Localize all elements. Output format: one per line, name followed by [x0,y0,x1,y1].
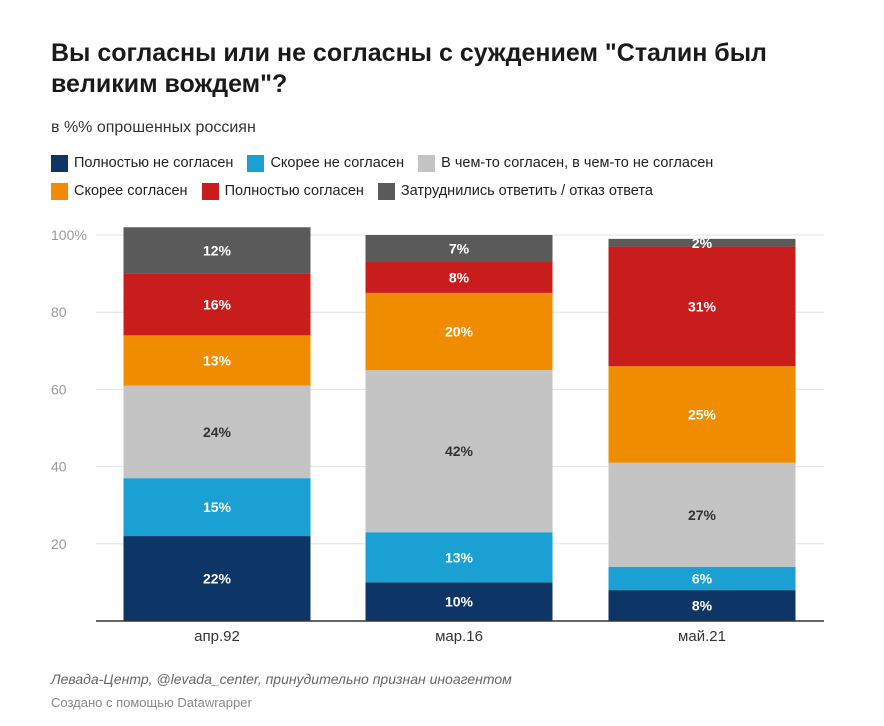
data-label: 15% [203,499,232,515]
data-label: 16% [203,296,232,312]
legend-swatch [377,182,395,200]
data-label: 13% [203,352,232,368]
bar-segment [365,262,553,293]
legend-label: Полностью согласен [224,183,364,199]
y-tick-label: 20 [51,536,67,552]
data-label: 7% [449,241,470,257]
chart-subtitle: в %% опрошенных россиян [51,119,256,136]
data-label: 8% [449,269,470,285]
legend: Полностью не согласен Скорее не согласен В… [51,153,851,209]
bar-segment [608,246,796,367]
bar-segment [123,227,311,274]
bar-segment [365,370,553,533]
data-label: 20% [445,324,474,340]
x-tick-label: апр.92 [194,628,240,645]
legend-item: Полностью согласен [201,182,364,200]
bar-segment [365,235,553,263]
legend-swatch [51,182,68,200]
legend-label: Скорее не согласен [270,155,405,171]
legend-swatch [51,154,68,172]
bar-segment [608,590,796,621]
legend-item: Скорее не согласен [247,154,405,172]
bar-segment [123,273,311,336]
legend-label: В чем-то согласен, в чем-то не согласен [441,155,714,171]
legend-swatch [201,182,219,200]
data-label: 25% [688,406,717,422]
data-label: 8% [692,598,713,614]
bar-segment [608,238,796,247]
source-note: Левада-Центр, @levada_center, принудител… [51,671,512,687]
bar-segment [123,335,311,386]
legend-row: Скорее согласен Полностью согласен Затрудн… [51,181,851,201]
legend-item: Полностью не согласен [51,154,234,172]
legend-label: Скорее согласен [74,183,188,199]
x-tick-label: май.21 [678,628,726,645]
bar-segment [608,462,796,567]
data-label: 10% [445,594,474,610]
data-label: 24% [203,424,232,440]
data-label: 6% [692,571,713,587]
legend-label: Полностью не согласен [74,155,234,171]
bar-segment [123,536,311,621]
y-tick-label: 80 [51,304,67,320]
data-label: 42% [445,443,474,459]
legend-item: В чем-то согласен, в чем-то не согласен [418,154,714,172]
bar-segment [608,366,796,463]
legend-swatch [418,154,436,172]
y-tick-label: 100% [51,227,87,243]
data-label: 2% [692,235,713,251]
data-label: 27% [688,507,717,523]
data-label: 31% [688,298,717,314]
legend-swatch [247,154,265,172]
legend-item: Скорее согласен [51,182,188,200]
data-label: 13% [445,549,474,565]
bar-segment [365,532,553,583]
legend-row: Полностью не согласен Скорее не согласен В… [51,153,851,173]
bar-segment [365,582,553,621]
data-label: 22% [203,571,232,587]
data-label: 12% [203,242,232,258]
chart-title: Вы согласны или не согласны с суждением … [51,39,767,98]
credit-note: Создано с помощью Datawrapper [51,695,252,710]
bar-segment [365,292,553,371]
legend-item: Затруднились ответить / отказ ответа [377,182,653,200]
bar-segment [123,385,311,479]
x-tick-label: мар.16 [435,628,483,645]
legend-label: Затруднились ответить / отказ ответа [400,183,653,199]
y-tick-label: 40 [51,459,67,475]
bar-segment [608,566,796,591]
bar-segment [123,478,311,537]
y-tick-label: 60 [51,381,67,397]
